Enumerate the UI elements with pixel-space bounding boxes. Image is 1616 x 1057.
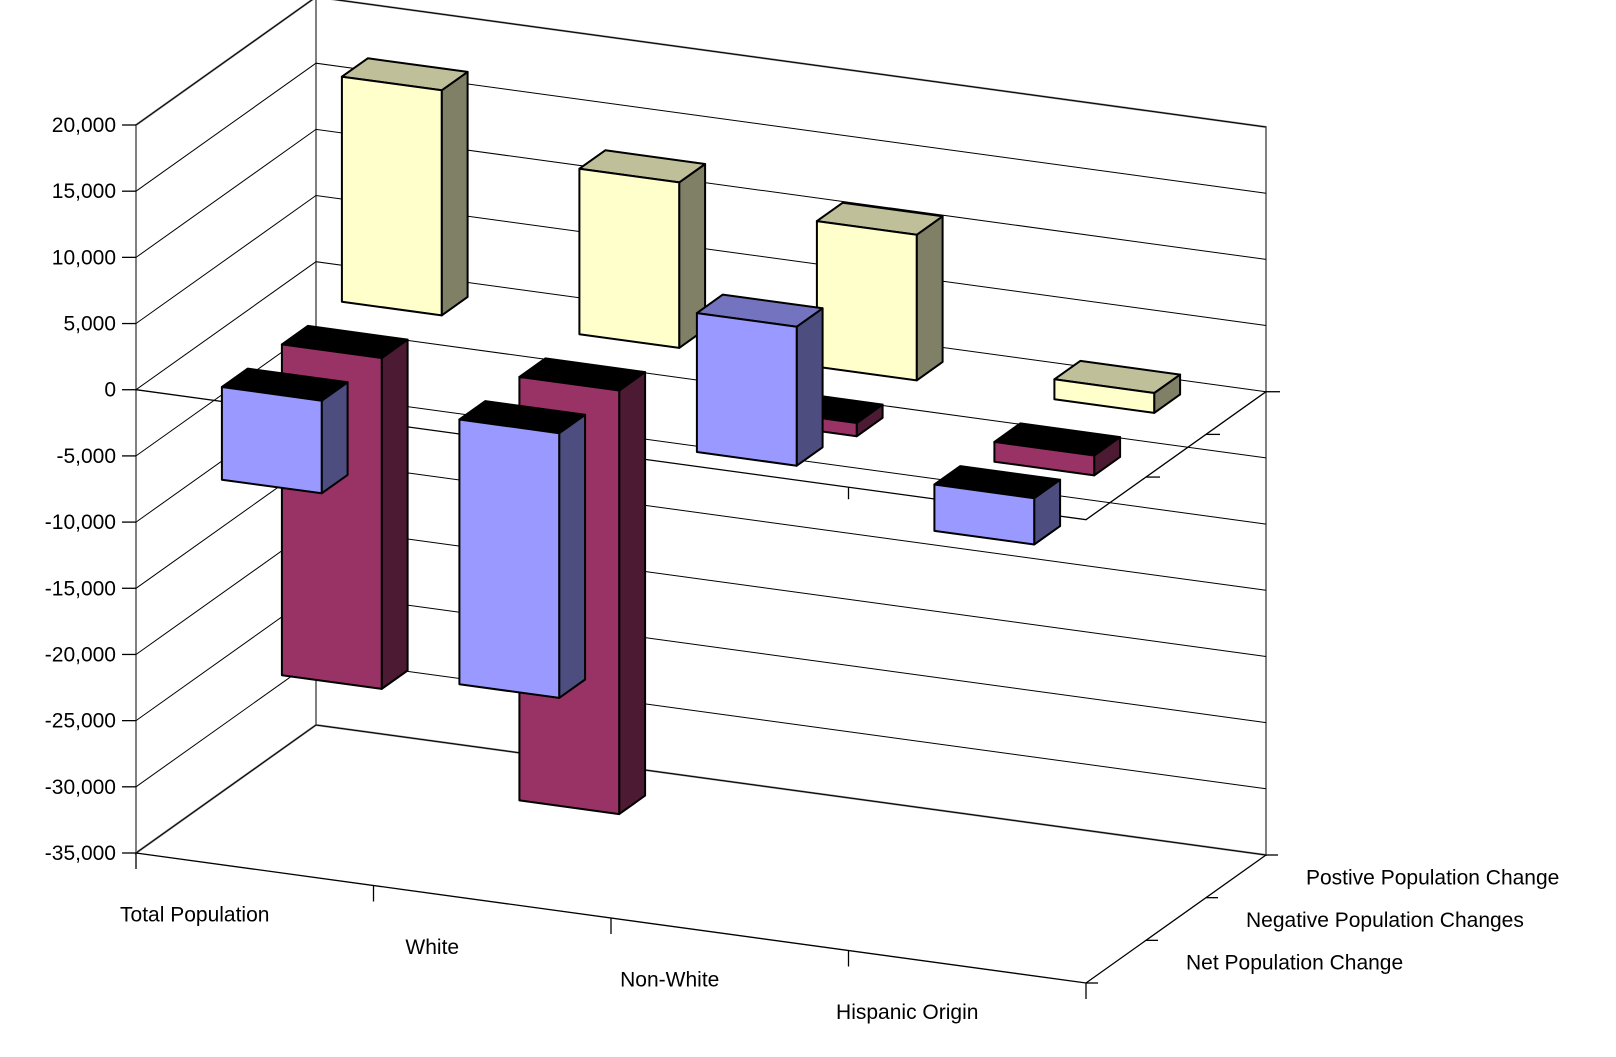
bar-side-face <box>915 215 944 382</box>
bar-front-face <box>815 220 918 382</box>
y-tick-label: -20,000 <box>45 643 116 666</box>
axis-labels: 20,000 15,000 10,000 5,000 0 -5,000 -10,000 -15… <box>45 114 1560 1024</box>
bar-front-face <box>578 167 681 349</box>
gridline <box>135 194 1267 326</box>
bar <box>933 465 1062 546</box>
z-series-label: Negative Population Changes <box>1246 909 1524 932</box>
y-tick-label: -35,000 <box>45 842 116 865</box>
y-tick-label: -30,000 <box>45 776 116 799</box>
x-category-label: Total Population <box>120 903 269 926</box>
bar-front-face <box>993 440 1096 477</box>
y-tick-label: 10,000 <box>52 246 116 269</box>
bar <box>458 400 587 699</box>
gridline <box>135 128 1267 260</box>
bar-side-face <box>440 70 469 317</box>
z-series-label: Net Population Change <box>1186 952 1403 975</box>
bar-front-face <box>340 75 443 317</box>
y-tick-label: -25,000 <box>45 710 116 733</box>
bar-front-face <box>1053 378 1156 414</box>
y-tick-label: -5,000 <box>56 445 116 468</box>
bar <box>815 201 944 382</box>
x-category-label: Hispanic Origin <box>836 1001 978 1024</box>
y-tick-label: -10,000 <box>45 511 116 534</box>
x-category-label: White <box>405 936 459 959</box>
bar-side-face <box>795 307 824 467</box>
x-category-label: Non-White <box>620 968 719 991</box>
bar-side-face <box>380 338 409 690</box>
bar <box>280 324 409 690</box>
bar-front-face <box>220 386 323 495</box>
y-tick-label: 0 <box>104 379 116 402</box>
bar-side-face <box>558 413 587 699</box>
bar <box>993 422 1122 477</box>
y-tick-label: -15,000 <box>45 577 116 600</box>
bar-front-face <box>695 312 798 467</box>
bars <box>220 57 1182 816</box>
y-tick-label: 15,000 <box>52 180 116 203</box>
bar <box>1053 359 1182 414</box>
bar <box>695 293 824 467</box>
bar <box>340 57 469 317</box>
chart-axes <box>122 124 1280 999</box>
bar-front-face <box>933 483 1036 546</box>
z-series-label: Postive Population Change <box>1306 866 1559 889</box>
bar-side-face <box>618 371 647 816</box>
gridline <box>135 62 1267 194</box>
gridline <box>135 0 1267 128</box>
y-tick-label: 5,000 <box>63 313 116 336</box>
bar <box>220 367 349 495</box>
bar-front-face <box>458 418 561 699</box>
y-tick-label: 20,000 <box>52 114 116 137</box>
gridline <box>135 724 1267 856</box>
floor-front-edge <box>135 852 1267 984</box>
gridline <box>135 261 1267 393</box>
bar <box>578 149 707 349</box>
